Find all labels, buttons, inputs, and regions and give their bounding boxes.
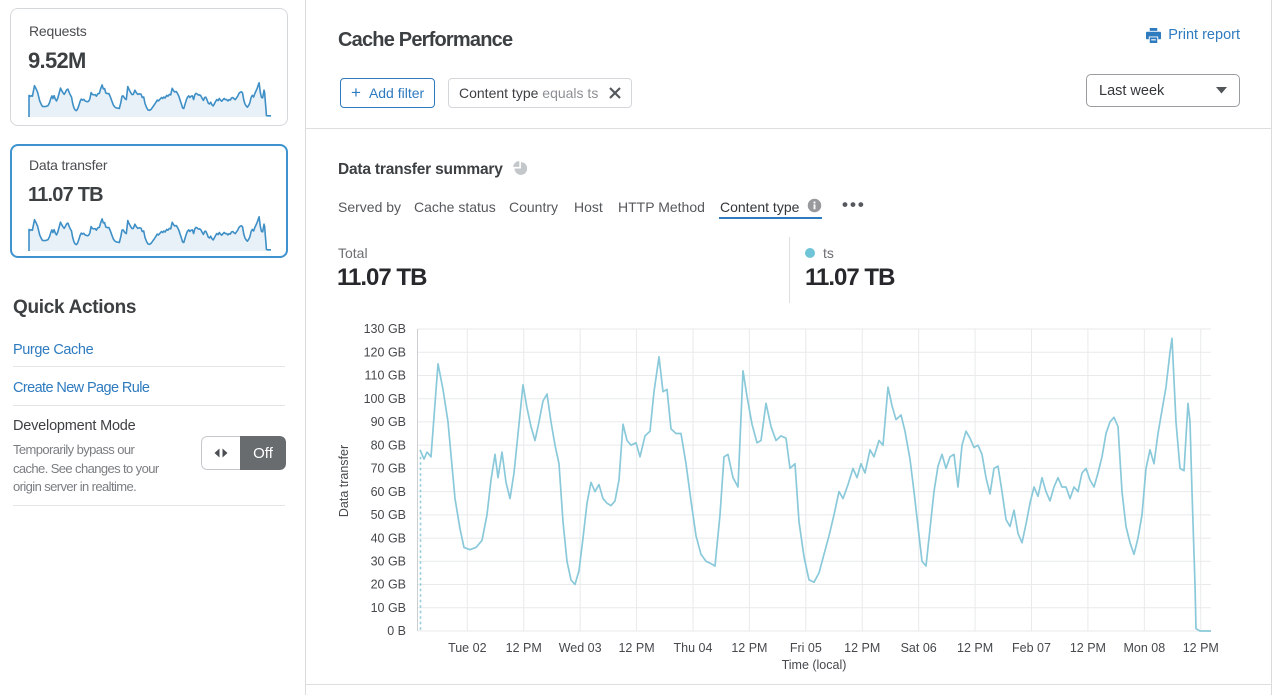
svg-text:Tue 02: Tue 02 bbox=[448, 641, 487, 655]
svg-text:12 PM: 12 PM bbox=[731, 641, 767, 655]
svg-text:Mon 08: Mon 08 bbox=[1123, 641, 1165, 655]
svg-text:Time (local): Time (local) bbox=[782, 658, 847, 672]
svg-text:30 GB: 30 GB bbox=[371, 555, 406, 569]
svg-text:Sat 06: Sat 06 bbox=[901, 641, 937, 655]
svg-text:12 PM: 12 PM bbox=[1183, 641, 1219, 655]
svg-text:0 B: 0 B bbox=[387, 624, 406, 638]
svg-text:Fri 05: Fri 05 bbox=[790, 641, 822, 655]
svg-text:12 PM: 12 PM bbox=[618, 641, 654, 655]
svg-text:60 GB: 60 GB bbox=[371, 485, 406, 499]
svg-text:12 PM: 12 PM bbox=[1070, 641, 1106, 655]
svg-text:Data transfer: Data transfer bbox=[337, 445, 351, 517]
svg-text:120 GB: 120 GB bbox=[364, 345, 406, 359]
svg-text:Feb 07: Feb 07 bbox=[1012, 641, 1051, 655]
svg-text:20 GB: 20 GB bbox=[371, 578, 406, 592]
svg-text:50 GB: 50 GB bbox=[371, 508, 406, 522]
svg-text:12 PM: 12 PM bbox=[957, 641, 993, 655]
svg-text:110 GB: 110 GB bbox=[365, 369, 406, 383]
svg-text:70 GB: 70 GB bbox=[371, 462, 406, 476]
svg-text:12 PM: 12 PM bbox=[844, 641, 880, 655]
svg-text:130 GB: 130 GB bbox=[364, 322, 406, 336]
svg-text:12 PM: 12 PM bbox=[506, 641, 542, 655]
svg-text:Thu 04: Thu 04 bbox=[674, 641, 713, 655]
svg-text:40 GB: 40 GB bbox=[371, 531, 406, 545]
svg-text:100 GB: 100 GB bbox=[364, 392, 406, 406]
svg-text:Wed 03: Wed 03 bbox=[559, 641, 602, 655]
svg-text:90 GB: 90 GB bbox=[371, 415, 406, 429]
svg-text:10 GB: 10 GB bbox=[371, 601, 406, 615]
svg-text:80 GB: 80 GB bbox=[371, 438, 406, 452]
